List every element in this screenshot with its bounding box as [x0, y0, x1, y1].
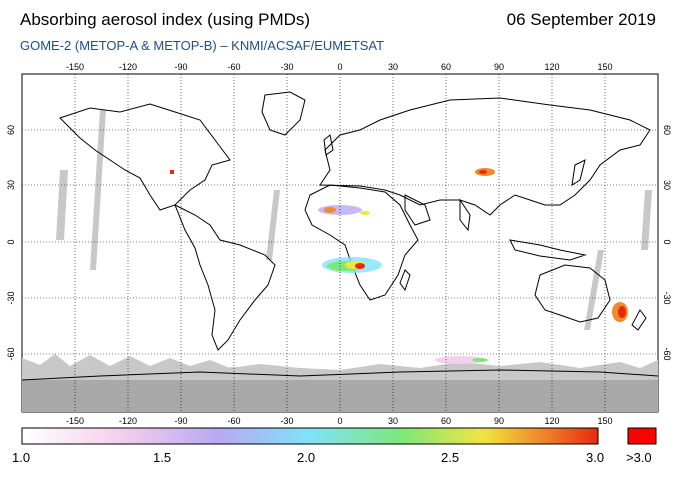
colorbar-label: 2.0: [297, 450, 316, 465]
lat-tick-left: -30: [6, 291, 16, 304]
lon-tick-bottom: -30: [280, 416, 293, 426]
lon-tick-bottom: -90: [174, 416, 187, 426]
lon-tick-top: 30: [388, 62, 398, 72]
lon-tick-bottom: 150: [597, 416, 612, 426]
colorbar-label: 3.0: [586, 450, 605, 465]
lon-tick-top: -30: [280, 62, 293, 72]
lat-tick-left: 30: [6, 180, 16, 190]
lon-tick-top: -90: [174, 62, 187, 72]
lat-tick-right: 60: [662, 125, 672, 135]
lon-tick-top: 60: [441, 62, 451, 72]
lon-tick-bottom: 30: [388, 416, 398, 426]
lon-tick-bottom: -60: [227, 416, 240, 426]
lat-tick-right: 0: [662, 239, 672, 244]
lon-tick-bottom: -120: [119, 416, 137, 426]
map-date: 06 September 2019: [506, 10, 656, 29]
lat-tick-left: 0: [6, 239, 16, 244]
lon-tick-bottom: -150: [66, 416, 84, 426]
map-subtitle: GOME-2 (METOP-A & METOP-B) – KNMI/ACSAF/…: [20, 38, 385, 53]
map-title: Absorbing aerosol index (using PMDs): [20, 10, 311, 29]
gridlines: [22, 74, 658, 412]
colorbar-over-label: >3.0: [626, 450, 652, 465]
lon-tick-bottom: 0: [337, 416, 342, 426]
lon-tick-top: -120: [119, 62, 137, 72]
colorbar: [21, 427, 599, 445]
coastlines: [22, 91, 658, 381]
lon-tick-top: -150: [66, 62, 84, 72]
lat-tick-left: -60: [6, 347, 16, 360]
colorbar-over-swatch: [627, 427, 657, 445]
lon-tick-bottom: 120: [544, 416, 559, 426]
lat-tick-right: -30: [662, 291, 672, 304]
lon-tick-bottom: 60: [441, 416, 451, 426]
colorbar-label: 2.5: [441, 450, 460, 465]
lon-tick-top: 120: [544, 62, 559, 72]
colorbar-label: 1.0: [12, 450, 31, 465]
data-gap-swaths: [56, 110, 652, 330]
lon-tick-top: 90: [494, 62, 504, 72]
lat-tick-left: 60: [6, 125, 16, 135]
aerosol-plumes: [170, 168, 628, 364]
lon-tick-bottom: 90: [494, 416, 504, 426]
lon-tick-top: -60: [227, 62, 240, 72]
colorbar-label: 1.5: [153, 450, 172, 465]
lon-tick-top: 0: [337, 62, 342, 72]
lat-tick-right: -60: [662, 347, 672, 360]
lon-tick-top: 150: [597, 62, 612, 72]
lat-tick-right: 30: [662, 180, 672, 190]
